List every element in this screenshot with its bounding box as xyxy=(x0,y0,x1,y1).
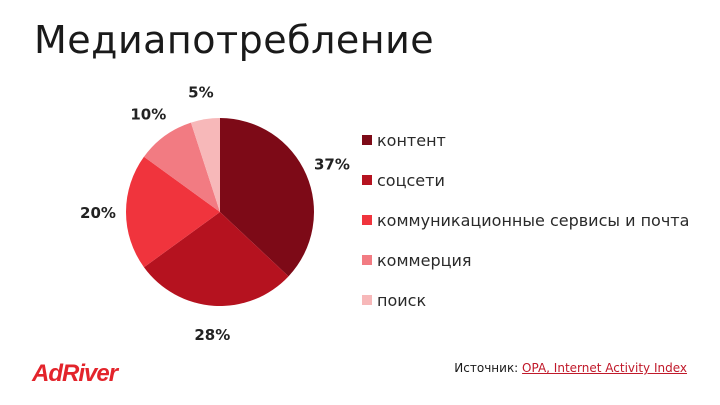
legend-item-3: коммуникационные сервисы и почта xyxy=(362,200,689,240)
pie-slice-2 xyxy=(143,212,289,306)
pie-slice-5 xyxy=(190,118,220,212)
pie-label-1: 37% xyxy=(314,156,350,174)
logo-text: AdRiver xyxy=(32,360,118,387)
legend-label: соцсети xyxy=(377,170,445,190)
pie-label-2: 28% xyxy=(194,326,230,344)
legend-label: контент xyxy=(377,130,446,150)
legend-swatch xyxy=(362,175,372,185)
pie-slice-3 xyxy=(126,156,220,268)
pie-label-5: 5% xyxy=(188,84,213,102)
legend-swatch xyxy=(362,215,372,225)
pie-label-4: 10% xyxy=(130,105,166,123)
page-title: Медиапотребление xyxy=(34,18,435,62)
adriver-logo: AdRiver xyxy=(32,360,118,388)
pie-label-3: 20% xyxy=(80,204,116,222)
pie-slices xyxy=(126,118,314,306)
legend-label: коммуникационные сервисы и почта xyxy=(377,210,690,230)
pie-data-labels: 37% 28% 20% 10% 5% xyxy=(80,84,350,344)
legend-item-4: коммерция xyxy=(362,240,689,280)
legend-swatch xyxy=(362,135,372,145)
legend-label: поиск xyxy=(377,290,427,310)
chart-legend: контент соцсети коммуникационные сервисы и… xyxy=(362,120,689,320)
legend-item-5: поиск xyxy=(362,280,689,320)
legend-label: коммерция xyxy=(377,250,472,270)
pie-slice-4 xyxy=(143,122,220,212)
source-link[interactable]: OPA, Internet Activity Index xyxy=(522,361,687,375)
source-note: Источник: OPA, Internet Activity Index xyxy=(454,361,687,375)
legend-item-2: соцсети xyxy=(362,160,689,200)
legend-swatch xyxy=(362,255,372,265)
legend-swatch xyxy=(362,295,372,305)
source-prefix: Источник: xyxy=(454,361,523,375)
pie-slice-1 xyxy=(220,118,314,277)
legend-item-1: контент xyxy=(362,120,689,160)
